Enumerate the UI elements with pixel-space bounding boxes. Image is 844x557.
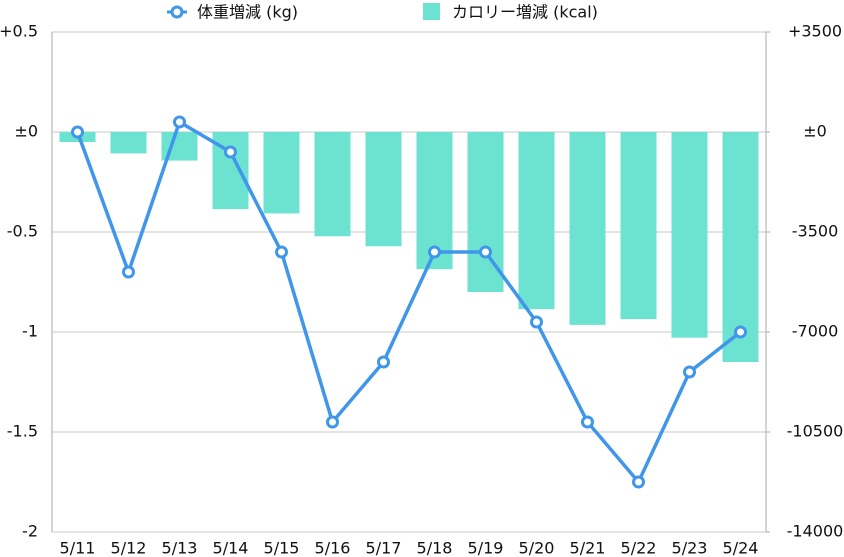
point: [683, 365, 696, 379]
point: [377, 355, 390, 369]
point: [71, 125, 84, 139]
y2-tick-label: -10500: [787, 422, 844, 441]
point: [530, 315, 543, 329]
bar: [314, 132, 351, 237]
x-tick-label: 5/24: [723, 539, 759, 557]
legend-label: カロリー増減 (kcal): [452, 3, 598, 22]
bar: [263, 132, 300, 214]
bar: [467, 132, 504, 292]
point: [326, 415, 339, 429]
y2-tick-label: -14000: [787, 522, 844, 541]
x-tick-label: 5/14: [213, 539, 249, 557]
point: [632, 475, 645, 489]
y-tick-label: -1: [22, 322, 38, 341]
legend-line-marker: [170, 5, 184, 19]
bar: [620, 132, 657, 320]
point: [173, 115, 186, 129]
bar: [671, 132, 708, 338]
point: [122, 265, 135, 279]
x-tick-label: 5/12: [111, 539, 147, 557]
x-tick-label: 5/20: [519, 539, 555, 557]
grid: [52, 31, 766, 533]
point: [428, 245, 441, 259]
x-tick-label: 5/22: [621, 539, 657, 557]
y2-tick-label: ±0: [803, 122, 827, 141]
bar: [110, 132, 147, 154]
x-tick-label: 5/11: [60, 539, 96, 557]
y2-tick-label: -3500: [792, 222, 839, 241]
point: [224, 145, 237, 159]
legend: 体重増減 (kg) カロリー増減 (kcal): [167, 3, 598, 22]
y-tick-label: -0.5: [7, 222, 38, 241]
x-tick-label: 5/16: [315, 539, 351, 557]
x-tick-label: 5/23: [672, 539, 708, 557]
bar: [569, 132, 606, 325]
plot-frame: [51, 31, 767, 533]
y2-tick-label: -7000: [792, 322, 839, 341]
point: [581, 415, 594, 429]
x-tick-label: 5/18: [417, 539, 453, 557]
x-tick-label: 5/15: [264, 539, 300, 557]
bar: [722, 132, 759, 362]
legend-label: 体重増減 (kg): [197, 3, 298, 22]
x-tick-label: 5/13: [162, 539, 198, 557]
bar: [518, 132, 555, 310]
y2-tick-label: +3500: [788, 22, 842, 41]
y-tick-label: +0.5: [0, 22, 38, 41]
point: [734, 325, 747, 339]
x-tick-label: 5/17: [366, 539, 402, 557]
y-tick-label: -1.5: [7, 422, 38, 441]
point: [275, 245, 288, 259]
x-tick-label: 5/19: [468, 539, 504, 557]
y-tick-label: ±0: [14, 122, 38, 141]
bar: [365, 132, 402, 247]
point: [479, 245, 492, 259]
legend-bar-marker: [423, 3, 440, 20]
x-tick-label: 5/21: [570, 539, 606, 557]
line: [75, 120, 742, 484]
y-tick-label: -2: [22, 522, 38, 541]
